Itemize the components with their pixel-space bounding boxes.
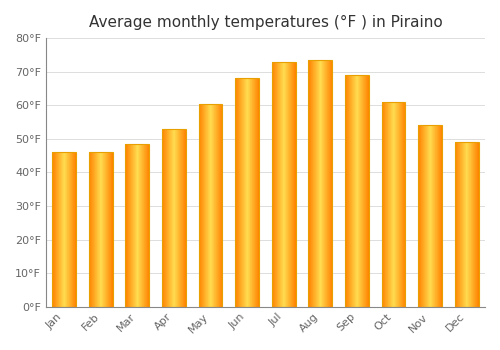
Bar — [198, 104, 222, 307]
Title: Average monthly temperatures (°F ) in Piraino: Average monthly temperatures (°F ) in Pi… — [88, 15, 442, 30]
Bar — [126, 144, 149, 307]
Bar — [235, 78, 259, 307]
Bar — [382, 102, 406, 307]
Bar — [52, 152, 76, 307]
Bar — [272, 62, 295, 307]
Bar — [418, 125, 442, 307]
Bar — [308, 60, 332, 307]
Bar — [345, 75, 369, 307]
Bar — [89, 152, 112, 307]
Bar — [162, 129, 186, 307]
Bar — [455, 142, 478, 307]
